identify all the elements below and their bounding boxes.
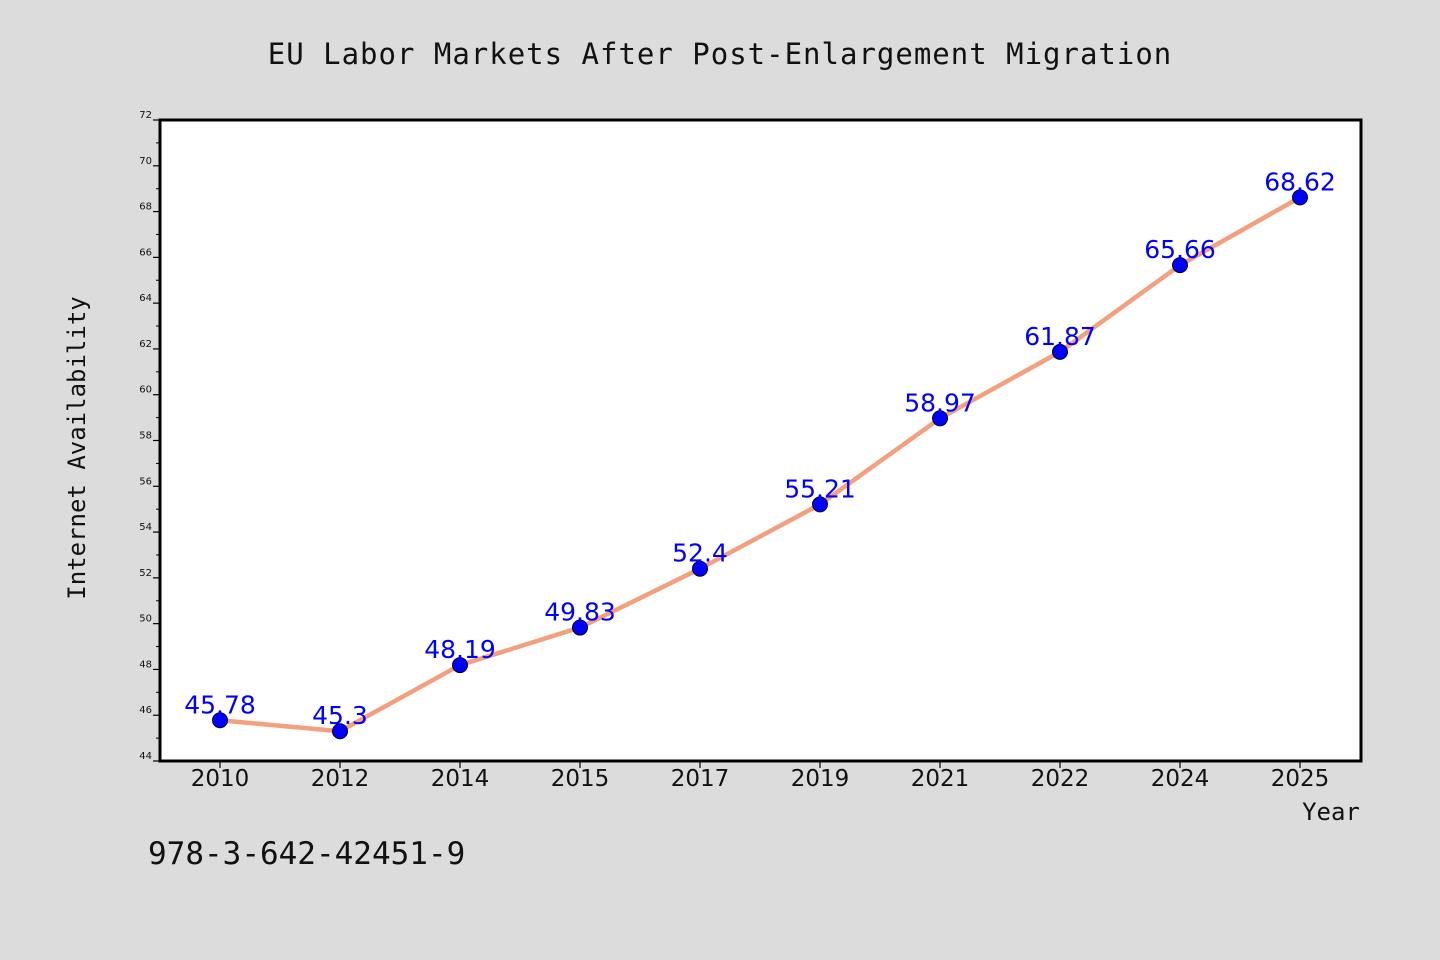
data-point-2017 bbox=[692, 560, 708, 577]
data-point-2024 bbox=[1172, 257, 1188, 274]
series-line-group bbox=[217, 195, 1303, 734]
chart-title: EU Labor Markets After Post-Enlargement … bbox=[268, 37, 1173, 71]
data-label-2014: 48.19 bbox=[424, 635, 496, 664]
y-tick-label: 46 bbox=[139, 705, 152, 716]
y-tick-label: 60 bbox=[139, 385, 152, 396]
y-tick-label: 68 bbox=[139, 202, 152, 213]
data-label-2021: 58.97 bbox=[904, 388, 976, 417]
x-tick-label: 2014 bbox=[431, 766, 490, 792]
data-markers bbox=[212, 189, 1308, 740]
y-tick-label: 52 bbox=[139, 568, 152, 579]
x-tick-label: 2017 bbox=[671, 766, 730, 792]
y-tick-label: 56 bbox=[139, 476, 152, 487]
x-tick-label: 2025 bbox=[1271, 766, 1330, 792]
x-axis-label: Year bbox=[1302, 798, 1360, 826]
y-axis-label: Internet Availability bbox=[63, 296, 91, 599]
data-point-2015 bbox=[572, 619, 588, 636]
data-label-2025: 68.62 bbox=[1264, 167, 1336, 196]
data-point-2021 bbox=[932, 410, 948, 427]
y-tick-label: 44 bbox=[139, 751, 152, 762]
data-label-2022: 61.87 bbox=[1024, 322, 1096, 351]
data-point-2010 bbox=[212, 712, 228, 729]
x-tick-label: 2021 bbox=[911, 766, 970, 792]
y-tick-label: 50 bbox=[139, 614, 152, 625]
data-point-2014 bbox=[452, 657, 468, 674]
y-tick-label: 70 bbox=[139, 156, 152, 167]
data-labels: 45.78 45.3 48.19 49.83 52.4 55.21 58.97 61.87 65… bbox=[184, 167, 1336, 730]
y-tick-label: 48 bbox=[139, 659, 152, 670]
y-tick-label: 58 bbox=[139, 431, 152, 442]
data-point-2012 bbox=[332, 723, 348, 740]
x-tick-label: 2012 bbox=[311, 766, 370, 792]
data-label-2019: 55.21 bbox=[784, 474, 856, 503]
data-point-2025 bbox=[1292, 189, 1308, 206]
data-point-2019 bbox=[812, 496, 828, 513]
x-axis-ticks: 2010 2012 2014 2015 2017 2019 2021 2022 2024 2025 bbox=[191, 761, 1330, 792]
data-label-2024: 65.66 bbox=[1144, 235, 1216, 264]
x-tick-label: 2019 bbox=[791, 766, 850, 792]
data-point-2022 bbox=[1052, 343, 1068, 360]
data-label-2010: 45.78 bbox=[184, 690, 256, 719]
y-axis-ticks: 44 46 48 50 52 54 56 58 60 62 64 66 68 70 72 bbox=[139, 110, 160, 762]
data-label-2012: 45.3 bbox=[312, 701, 368, 730]
footer-isbn: 978-3-642-42451-9 bbox=[148, 836, 465, 872]
x-tick-label: 2010 bbox=[191, 766, 250, 792]
y-tick-label: 62 bbox=[139, 339, 152, 350]
data-label-2015: 49.83 bbox=[544, 598, 616, 627]
x-tick-label: 2015 bbox=[551, 766, 610, 792]
y-tick-label: 64 bbox=[139, 293, 152, 304]
plot-area bbox=[158, 118, 1363, 763]
y-tick-label: 54 bbox=[139, 522, 152, 533]
series-line bbox=[217, 195, 1303, 734]
y-tick-label: 66 bbox=[139, 247, 152, 258]
x-tick-label: 2024 bbox=[1151, 766, 1210, 792]
data-label-2017: 52.4 bbox=[672, 539, 728, 568]
y-tick-label: 72 bbox=[139, 110, 152, 121]
x-tick-label: 2022 bbox=[1031, 766, 1090, 792]
